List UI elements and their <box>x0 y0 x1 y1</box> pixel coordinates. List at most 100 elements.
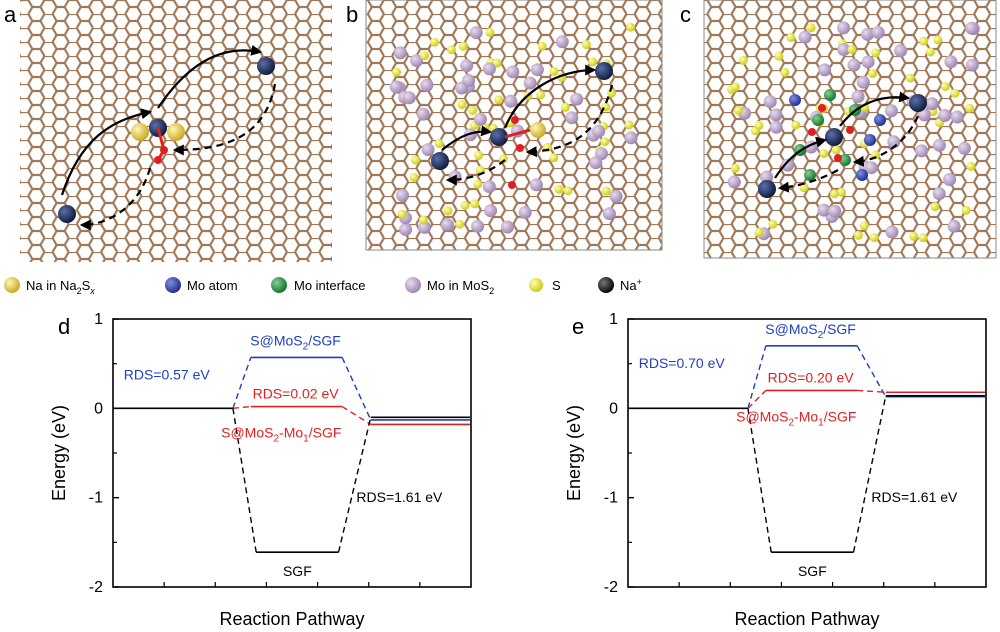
mo-in-mos2-atom <box>864 161 878 175</box>
mos2-layer-b <box>389 22 638 236</box>
panel-label-c: c <box>680 2 691 27</box>
series-label-blue: S@MoS2/SGF <box>765 321 856 341</box>
s-atom <box>498 154 508 164</box>
s-atom <box>799 183 809 193</box>
s-atom <box>925 47 935 57</box>
mo-in-mos2-atom <box>484 204 498 218</box>
mo-in-mos2-atom <box>420 78 434 92</box>
mo-atom <box>864 134 876 146</box>
legend-item-na-ion: Na+ <box>598 277 642 293</box>
mo-interface-atom <box>824 89 836 101</box>
y-tick-label: -2 <box>604 579 618 596</box>
diffusion-arrow-dashed-2 <box>79 167 152 231</box>
mo-in-mos2-atom <box>727 175 741 189</box>
s-atom <box>871 48 881 58</box>
s-atom <box>420 51 429 61</box>
diffusion-arrow-solid-2 <box>157 44 263 109</box>
rds-label-blue: RDS=0.57 eV <box>124 366 211 382</box>
y-tick-label: 0 <box>609 400 618 417</box>
s-atom <box>961 205 971 215</box>
s-atom <box>455 219 465 229</box>
y-tick-label: 1 <box>94 311 103 328</box>
mo-in-mos2-atom <box>847 58 861 72</box>
s-atom <box>554 184 564 194</box>
mo-in-mos2-atom <box>861 55 875 69</box>
s-atom <box>754 120 764 130</box>
legend-item-mo-interface: Mo interface <box>271 277 366 293</box>
legend-item-mo-in-mos2: Mo in MoS2 <box>405 277 494 296</box>
s-atom <box>909 231 919 241</box>
mo-in-mos2-atom <box>887 135 901 149</box>
s-atom <box>966 161 976 171</box>
mo-in-mos2-atom <box>950 110 964 124</box>
diffusion-arrow-dashed <box>172 83 277 156</box>
path-connector <box>232 408 257 553</box>
s-atom <box>774 51 784 61</box>
s-atom <box>430 37 439 47</box>
y-tick-label: -1 <box>604 490 618 507</box>
s-atom <box>434 139 444 148</box>
mo-in-mos2-atom <box>570 92 584 106</box>
path-connector <box>341 357 372 421</box>
mo-in-mos2-atom <box>460 59 474 73</box>
panel-label-a: a <box>4 2 17 27</box>
s-atom <box>485 27 495 37</box>
bond-atom <box>808 128 816 136</box>
series-label-red: S@MoS2-Mo1/SGF <box>736 408 856 428</box>
svg-text:Na in Na2Sx: Na in Na2Sx <box>26 278 95 296</box>
mo-in-mos2-atom <box>441 218 454 232</box>
plot-frame <box>112 318 472 588</box>
s-atom <box>474 150 483 160</box>
mo-in-mos2-atom <box>393 46 407 60</box>
na-ion-c1 <box>825 128 843 146</box>
mo-interface-atom <box>812 114 824 126</box>
path-connector <box>856 345 887 398</box>
y-tick-label: -2 <box>89 579 103 596</box>
mo-in-mos2-atom <box>957 141 971 155</box>
s-atom <box>536 90 546 100</box>
mo-in-mos2-atom <box>416 107 430 121</box>
path-connector <box>747 408 772 553</box>
mo-in-mos2-atom <box>871 25 885 39</box>
path-connector <box>232 357 252 409</box>
mo-in-mos2-atom <box>925 97 939 111</box>
s-atom <box>411 155 421 165</box>
mo-atom <box>874 114 886 126</box>
path-connector <box>232 405 251 410</box>
mo-in-mos2-atom <box>760 170 774 184</box>
s-atom <box>733 106 743 115</box>
mo-in-mos2-atom <box>410 54 424 68</box>
s-atom <box>494 95 504 105</box>
mo-in-mos2-atom <box>421 143 435 157</box>
mo-in-mos2-atom <box>624 131 638 145</box>
s-atom <box>624 120 634 130</box>
mo-in-mos2-atom <box>589 156 603 170</box>
mo-in-mos2-atom <box>828 204 842 218</box>
mo-in-mos2-atom <box>818 63 832 77</box>
mo-in-mos2-atom <box>555 35 569 49</box>
series-label-black: SGF <box>283 563 312 579</box>
mo-in-mos2-atom <box>837 43 851 56</box>
s-atom <box>869 233 879 243</box>
s-atom <box>853 230 863 240</box>
legend-item-mo-atom: Mo atom <box>165 277 238 293</box>
mo-in-mos2-atom <box>565 111 579 125</box>
mo-in-mos2-atom <box>932 138 946 152</box>
s-atom <box>581 40 591 50</box>
structure-b <box>365 0 663 251</box>
bond-atom <box>818 104 826 112</box>
svg-text:Mo in MoS2: Mo in MoS2 <box>427 278 494 296</box>
mo-in-mos2-atom <box>609 189 623 203</box>
series-label-red: S@MoS2-Mo1/SGF <box>221 425 341 445</box>
mo-in-mos2-atom <box>402 91 416 105</box>
s-atom <box>965 103 975 113</box>
bond-atom <box>834 154 842 162</box>
mo-atom <box>789 94 801 106</box>
mo-in-mos2-atom <box>399 223 413 236</box>
s-atom <box>930 202 940 212</box>
mo-in-mos2-atom <box>944 55 958 69</box>
s-atom <box>806 23 816 33</box>
s-atom <box>940 82 950 91</box>
structure-c <box>703 0 997 259</box>
